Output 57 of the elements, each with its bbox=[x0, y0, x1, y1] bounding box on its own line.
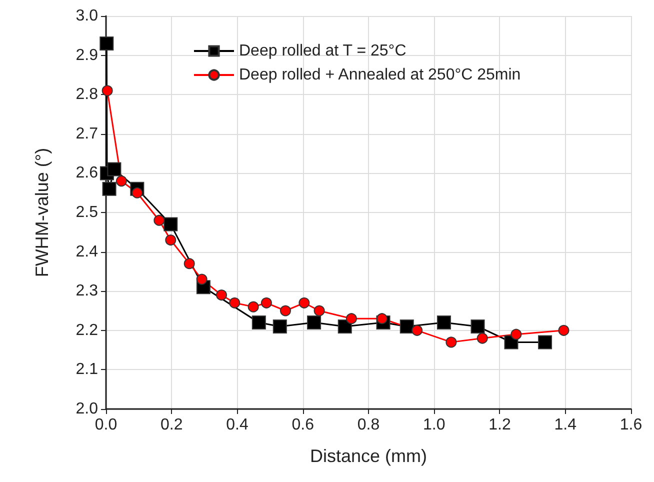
x-tick-label: 1.2 bbox=[488, 416, 511, 434]
point bbox=[216, 290, 227, 301]
x-tick-label: 0.0 bbox=[94, 416, 118, 434]
point bbox=[558, 324, 570, 336]
point bbox=[107, 162, 122, 176]
y-tick-label: 2.9 bbox=[76, 46, 98, 64]
y-tick-label: 2.0 bbox=[76, 400, 98, 418]
x-tick-label: 1.6 bbox=[620, 416, 642, 434]
point bbox=[102, 85, 113, 96]
y-tick-label: 2.6 bbox=[76, 164, 98, 182]
x-tick-label: 0.4 bbox=[226, 416, 248, 434]
y-tick-label: 2.1 bbox=[76, 361, 98, 378]
x-tick-label: 1.4 bbox=[554, 416, 577, 434]
point bbox=[538, 335, 552, 350]
point bbox=[412, 324, 423, 336]
point bbox=[470, 319, 485, 334]
point bbox=[476, 332, 488, 344]
x-tick-label: 0.8 bbox=[357, 416, 380, 434]
point bbox=[338, 319, 352, 334]
point bbox=[400, 319, 414, 334]
x-tick-label: 0.6 bbox=[292, 416, 314, 434]
point bbox=[102, 182, 116, 196]
point bbox=[446, 336, 457, 348]
point bbox=[196, 274, 208, 285]
point bbox=[116, 176, 127, 187]
point bbox=[376, 313, 388, 324]
point bbox=[298, 297, 310, 308]
point bbox=[260, 297, 272, 308]
legend-label: Deep rolled at T = 25°C bbox=[239, 42, 406, 60]
y-tick-label: 3.0 bbox=[76, 8, 98, 24]
point bbox=[100, 36, 114, 51]
point bbox=[132, 187, 143, 198]
point bbox=[346, 313, 357, 324]
point bbox=[314, 305, 325, 316]
point bbox=[252, 316, 266, 330]
point bbox=[280, 305, 291, 316]
y-tick-label: 2.4 bbox=[76, 243, 98, 260]
y-tick-label: 2.8 bbox=[76, 86, 98, 104]
point bbox=[272, 319, 287, 334]
point bbox=[436, 316, 451, 330]
x-axis-title: Distance (mm) bbox=[310, 446, 428, 466]
point bbox=[165, 234, 176, 246]
y-tick-label: 2.7 bbox=[76, 125, 98, 142]
point bbox=[184, 258, 195, 270]
x-tick-label: 0.2 bbox=[160, 416, 183, 434]
point bbox=[154, 214, 165, 226]
point bbox=[229, 297, 240, 308]
y-tick-label: 2.3 bbox=[76, 282, 98, 300]
x-tick-label: 1.0 bbox=[423, 416, 446, 434]
point bbox=[307, 316, 322, 330]
point bbox=[510, 328, 522, 340]
y-axis-title: FWHM-value (°) bbox=[32, 148, 52, 278]
point bbox=[164, 217, 178, 232]
y-tick-label: 2.2 bbox=[76, 322, 98, 339]
legend-label: Deep rolled + Annealed at 250°C 25min bbox=[239, 66, 521, 84]
y-tick-label: 2.5 bbox=[76, 204, 98, 221]
point bbox=[248, 301, 259, 312]
